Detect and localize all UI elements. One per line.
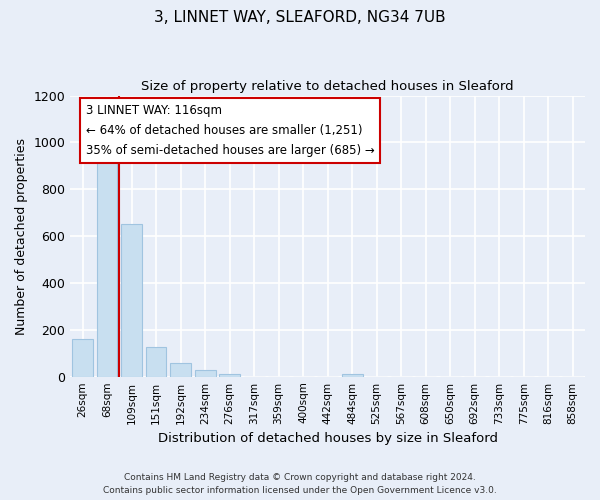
Y-axis label: Number of detached properties: Number of detached properties — [15, 138, 28, 334]
Text: 3, LINNET WAY, SLEAFORD, NG34 7UB: 3, LINNET WAY, SLEAFORD, NG34 7UB — [154, 10, 446, 25]
Bar — [194, 370, 215, 376]
Bar — [219, 374, 240, 376]
Title: Size of property relative to detached houses in Sleaford: Size of property relative to detached ho… — [142, 80, 514, 93]
Text: 3 LINNET WAY: 116sqm
← 64% of detached houses are smaller (1,251)
35% of semi-de: 3 LINNET WAY: 116sqm ← 64% of detached h… — [86, 104, 374, 157]
Bar — [146, 348, 166, 376]
Text: Contains HM Land Registry data © Crown copyright and database right 2024.
Contai: Contains HM Land Registry data © Crown c… — [103, 474, 497, 495]
Bar — [170, 362, 191, 376]
Bar — [342, 374, 362, 376]
X-axis label: Distribution of detached houses by size in Sleaford: Distribution of detached houses by size … — [158, 432, 497, 445]
Bar — [72, 339, 93, 376]
Bar — [97, 159, 118, 376]
Bar — [121, 224, 142, 376]
